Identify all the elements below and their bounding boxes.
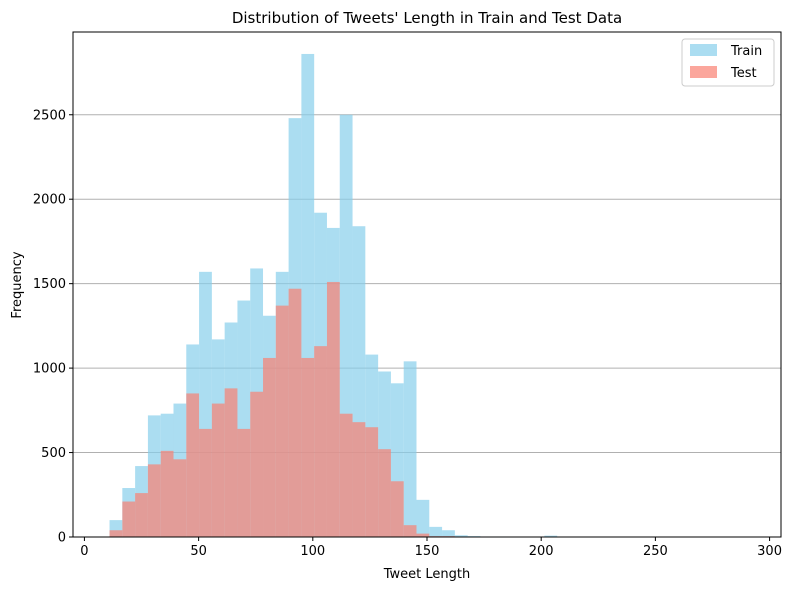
histogram-bar-test — [416, 533, 430, 537]
histogram-bar-test — [250, 391, 264, 537]
histogram-bar-test — [275, 305, 289, 537]
histogram-bar-test — [160, 450, 174, 537]
histogram-bar-test — [263, 357, 276, 537]
y-tick-label: 2500 — [33, 108, 66, 123]
histogram-bar-train — [416, 499, 430, 537]
chart-title: Distribution of Tweets' Length in Train … — [232, 9, 622, 27]
histogram-bar-test — [173, 459, 187, 537]
axis-ticks: 0 50 100 150 200 250 300 0 500 1000 1500 2000 2500 — [33, 108, 782, 559]
x-tick-label: 100 — [300, 544, 325, 559]
x-tick-label: 0 — [80, 544, 88, 559]
x-tick-label: 150 — [415, 544, 440, 559]
x-axis-title: Tweet Length — [383, 567, 471, 582]
y-tick-label: 1000 — [33, 362, 66, 377]
legend-swatch-train — [690, 44, 717, 56]
histogram-bar-test — [403, 525, 417, 537]
y-tick-label: 0 — [58, 531, 66, 546]
legend-label-train: Train — [730, 44, 762, 59]
histogram-bar-train — [429, 526, 443, 537]
y-tick-label: 2000 — [33, 193, 66, 208]
histogram-bar-test — [122, 501, 136, 537]
histogram-bar-test — [339, 413, 353, 537]
histogram-bar-test — [390, 481, 404, 537]
histogram-bars — [109, 53, 558, 538]
y-tick-label: 1500 — [33, 277, 66, 292]
x-tick-label: 200 — [529, 544, 554, 559]
histogram-bar-test — [109, 530, 123, 537]
histogram-bar-test — [352, 422, 366, 537]
histogram-bar-test — [237, 428, 251, 537]
histogram-bar-test — [314, 346, 327, 537]
y-tick-label: 500 — [41, 446, 66, 461]
x-tick-label: 300 — [757, 544, 782, 559]
histogram-bar-test — [186, 393, 200, 537]
histogram-bar-test — [147, 464, 161, 537]
histogram-bar-train — [442, 530, 455, 537]
histogram-bar-test — [211, 403, 225, 537]
legend-label-test: Test — [730, 66, 757, 81]
histogram-bar-test — [199, 428, 212, 537]
histogram-bar-test — [378, 449, 391, 537]
legend: Train Test — [681, 38, 775, 87]
histogram-bar-test — [365, 427, 379, 537]
histogram-bar-test — [224, 388, 238, 537]
histogram-bar-test — [288, 288, 302, 537]
histogram-bar-train — [544, 535, 558, 537]
histogram-bar-test — [301, 357, 315, 537]
histogram-bar-train — [403, 361, 417, 537]
histogram-bar-test — [135, 493, 148, 537]
histogram-bar-train — [454, 535, 468, 537]
y-axis-title: Frequency — [10, 251, 25, 318]
histogram-bar-test — [326, 281, 340, 537]
x-tick-label: 250 — [643, 544, 668, 559]
x-tick-label: 50 — [190, 544, 207, 559]
legend-swatch-test — [690, 66, 717, 78]
